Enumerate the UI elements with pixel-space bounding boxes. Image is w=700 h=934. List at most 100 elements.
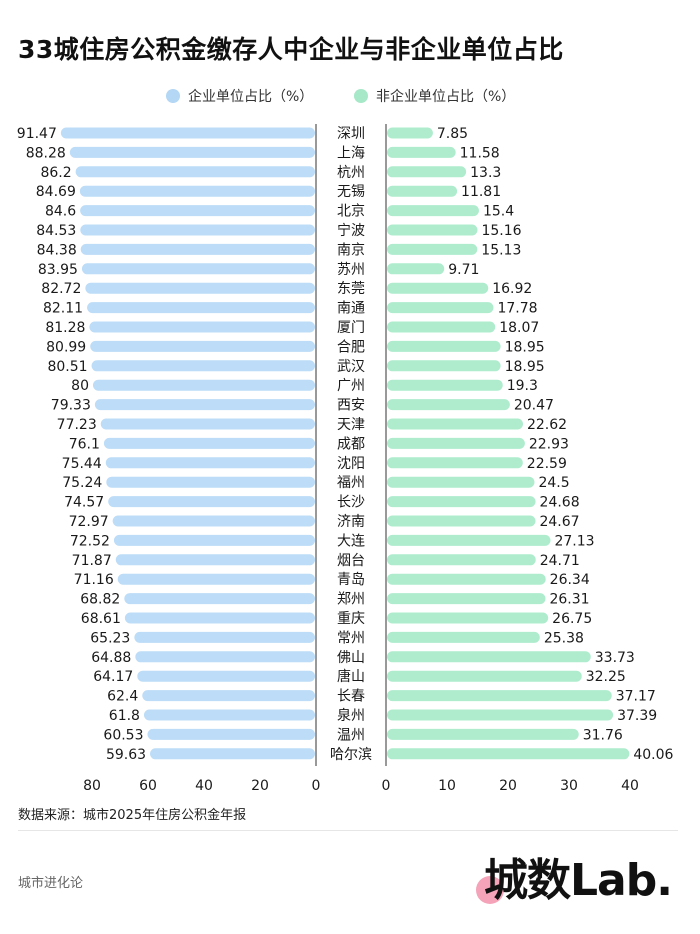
non-enterprise-value-label-20: 24.67: [539, 514, 579, 530]
non-enterprise-value-label-16: 22.93: [529, 436, 569, 452]
city-label-22: 烟台: [337, 553, 365, 569]
enterprise-bar-24: [122, 591, 317, 607]
non-enterprise-value-label-21: 27.13: [554, 533, 594, 549]
non-enterprise-bar-10: [385, 319, 498, 335]
non-enterprise-bar-6: [385, 241, 480, 257]
city-label-24: 郑州: [337, 592, 365, 608]
non-enterprise-bar-1: [385, 144, 458, 160]
city-label-20: 济南: [337, 514, 365, 530]
logo-text: 城数Lab.: [484, 855, 673, 906]
enterprise-bar-17: [103, 455, 317, 471]
non-enterprise-bar-18: [385, 474, 537, 490]
enterprise-value-label-12: 80.51: [47, 359, 87, 375]
city-label-9: 南通: [337, 301, 365, 317]
enterprise-value-label-25: 68.61: [81, 611, 121, 627]
non-enterprise-value-label-7: 9.71: [448, 262, 479, 278]
non-enterprise-value-label-12: 18.95: [505, 359, 545, 375]
legend-item-non-enterprise: 非企业单位占比（%）: [354, 86, 515, 106]
enterprise-value-label-9: 82.11: [43, 301, 83, 317]
non-enterprise-tick-label-2: 20: [499, 778, 517, 794]
footer-brand: 城市进化论: [18, 876, 84, 891]
enterprise-bar-26: [132, 629, 317, 645]
non-enterprise-value-label-13: 19.3: [507, 378, 538, 394]
non-enterprise-bar-32: [385, 746, 632, 762]
city-label-0: 深圳: [337, 126, 365, 142]
city-label-6: 南京: [337, 242, 365, 258]
city-label-10: 厦门: [337, 320, 365, 336]
non-enterprise-bar-20: [385, 513, 538, 529]
city-label-15: 天津: [337, 417, 365, 433]
chart-title: 33城住房公积金缴存人中企业与非企业单位占比: [18, 35, 564, 64]
city-label-28: 唐山: [337, 668, 365, 685]
enterprise-bar-29: [140, 688, 317, 704]
enterprise-bar-12: [89, 358, 317, 374]
non-enterprise-value-label-29: 37.17: [616, 689, 656, 705]
enterprise-bar-27: [133, 649, 317, 665]
non-enterprise-bar-19: [385, 494, 538, 510]
enterprise-tick-label-2: 40: [195, 778, 213, 794]
city-label-26: 常州: [337, 630, 365, 646]
non-enterprise-tick-label-1: 10: [438, 778, 456, 794]
non-enterprise-bar-7: [385, 261, 447, 277]
non-enterprise-value-label-22: 24.71: [540, 553, 580, 569]
enterprise-value-label-15: 77.23: [57, 417, 97, 433]
enterprise-value-label-8: 82.72: [41, 281, 81, 297]
enterprise-bar-4: [78, 203, 318, 219]
city-label-19: 长沙: [337, 495, 365, 511]
non-enterprise-value-label-2: 13.3: [470, 165, 501, 181]
enterprise-value-label-18: 75.24: [62, 475, 102, 491]
non-enterprise-value-label-9: 17.78: [497, 301, 537, 317]
city-label-23: 青岛: [337, 572, 365, 588]
non-enterprise-tick-label-0: 0: [382, 778, 391, 794]
city-label-1: 上海: [337, 145, 365, 161]
enterprise-value-label-10: 81.28: [45, 320, 85, 336]
non-enterprise-bar-17: [385, 455, 525, 471]
butterfly-bar-chart: 91.47 深圳 7.85 88.28 上海 11.58 86.2 杭州 13.3 84.69 无锡…: [17, 124, 674, 794]
non-enterprise-bar-0: [385, 125, 435, 141]
legend-swatch-non-enterprise: [354, 89, 368, 103]
non-enterprise-bar-30: [385, 707, 616, 723]
non-enterprise-bar-26: [385, 629, 542, 645]
non-enterprise-value-label-14: 20.47: [514, 398, 554, 414]
enterprise-value-label-30: 61.8: [109, 708, 140, 724]
non-enterprise-value-label-23: 26.34: [550, 572, 590, 588]
non-enterprise-bar-12: [385, 358, 503, 374]
non-enterprise-value-label-18: 24.5: [538, 475, 569, 491]
non-enterprise-bar-3: [385, 183, 460, 199]
enterprise-bar-25: [122, 610, 317, 626]
non-enterprise-bar-22: [385, 552, 538, 568]
non-enterprise-value-label-15: 22.62: [527, 417, 567, 433]
non-enterprise-tick-label-4: 40: [621, 778, 639, 794]
enterprise-bar-2: [73, 164, 317, 180]
enterprise-bar-1: [67, 144, 318, 160]
non-enterprise-value-label-6: 15.13: [481, 242, 521, 258]
enterprise-value-label-21: 72.52: [70, 533, 110, 549]
non-enterprise-value-label-8: 16.92: [492, 281, 532, 297]
city-label-25: 重庆: [337, 611, 365, 627]
enterprise-value-label-6: 84.38: [37, 242, 77, 258]
enterprise-tick-label-3: 20: [251, 778, 269, 794]
enterprise-value-label-29: 62.4: [107, 689, 138, 705]
non-enterprise-bar-31: [385, 726, 581, 742]
non-enterprise-bar-5: [385, 222, 480, 238]
legend-label-non-enterprise: 非企业单位占比（%）: [376, 89, 516, 105]
enterprise-bar-15: [98, 416, 317, 432]
enterprise-value-label-26: 65.23: [90, 630, 130, 646]
brand-logo: 城数Lab.: [476, 838, 686, 918]
enterprise-bar-23: [115, 571, 317, 587]
non-enterprise-value-label-17: 22.59: [527, 456, 567, 472]
city-label-7: 苏州: [337, 262, 365, 278]
enterprise-value-label-22: 71.87: [72, 553, 112, 569]
legend-swatch-enterprise: [166, 89, 180, 103]
city-label-2: 杭州: [337, 165, 365, 181]
non-enterprise-value-label-1: 11.58: [460, 145, 500, 161]
enterprise-value-label-11: 80.99: [46, 339, 86, 355]
non-enterprise-value-label-0: 7.85: [437, 126, 468, 142]
enterprise-bar-30: [141, 707, 317, 723]
city-label-16: 成都: [337, 436, 365, 452]
enterprise-value-label-19: 74.57: [64, 495, 104, 511]
enterprise-bar-18: [104, 474, 317, 490]
non-enterprise-value-label-24: 26.31: [549, 592, 589, 608]
enterprise-value-label-7: 83.95: [38, 262, 78, 278]
city-label-17: 沈阳: [337, 456, 365, 472]
